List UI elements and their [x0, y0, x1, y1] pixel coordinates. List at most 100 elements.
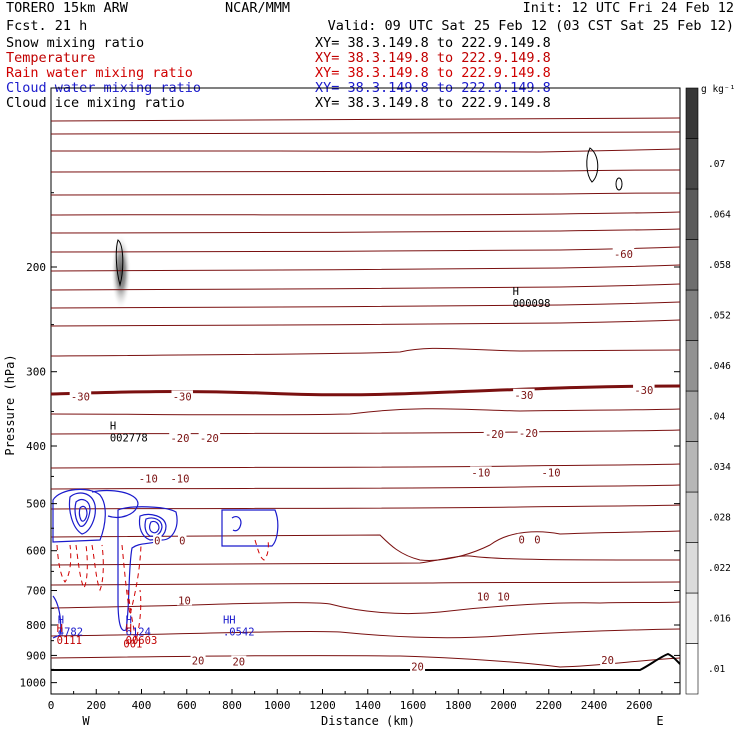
- temperature-label-bg: [612, 247, 635, 259]
- max-marker-h: H: [126, 623, 132, 635]
- maximum-markers: H000098H002778H4782H0111H6124H00603001HH…: [57, 286, 551, 650]
- temperature-label: 10: [178, 595, 191, 607]
- forecast-hour: Fcst. 21 h: [6, 18, 87, 34]
- legend-xy-rain: XY= 38.3.149.8 to 222.9.149.8: [315, 65, 551, 81]
- colorbar-segment: [685, 188, 699, 240]
- colorbar-segment: [685, 441, 699, 493]
- temperature-label-bg: [69, 390, 92, 402]
- temperature-label-bg: [517, 426, 540, 438]
- max-marker-value: 4782: [58, 626, 83, 638]
- colorbar-unit: g kg⁻¹: [701, 84, 735, 95]
- colorbar-level-label: .064: [708, 209, 731, 220]
- temperature-label: -10: [170, 474, 189, 486]
- temperature-label-bg: [231, 655, 247, 667]
- x-tick-label: 400: [132, 699, 152, 712]
- x-tick-label: 600: [177, 699, 197, 712]
- temperature-label: 0: [179, 536, 185, 548]
- x-tick-label: 1400: [355, 699, 382, 712]
- temperature-label: -30: [71, 391, 90, 403]
- temperature-label: 0: [518, 535, 524, 547]
- temperature-label-bg: [137, 472, 160, 484]
- x-tick-label: 1800: [445, 699, 472, 712]
- y-tick-label: 600: [26, 545, 46, 558]
- temperature-label-bg: [475, 590, 491, 602]
- legend-xy-cloud-ice: XY= 38.3.149.8 to 222.9.149.8: [315, 95, 551, 111]
- x-tick-label: 1000: [264, 699, 291, 712]
- colorbar-level-label: .028: [708, 512, 731, 523]
- zero-isotherm: [51, 384, 680, 397]
- x-end-label-left: W: [82, 714, 90, 728]
- x-tick-label: 1200: [309, 699, 336, 712]
- temperature-label-bg: [513, 388, 535, 400]
- colorbar-segment: [685, 138, 699, 190]
- x-tick-label: 800: [222, 699, 242, 712]
- temperature-label-bg: [177, 534, 187, 546]
- temperature-label-bg: [533, 533, 542, 545]
- y-tick-label: 500: [26, 498, 46, 511]
- legend-label-snow: Snow mixing ratio: [6, 35, 144, 51]
- colorbar: .01 .016 .022 .028 .034 .04 .046 .052 .058 .064 .0…: [685, 84, 735, 695]
- temperature-label-bg: [190, 654, 206, 666]
- x-end-label-right: E: [656, 714, 663, 728]
- temperature-label-bg: [470, 466, 492, 478]
- rain-water-contours: [56, 539, 269, 641]
- max-marker-h: H: [126, 614, 132, 626]
- temperature-label: 20: [411, 662, 424, 674]
- max-marker-h: H: [110, 420, 116, 432]
- max-marker-h: H: [58, 614, 64, 626]
- max-marker-value: 0111: [57, 635, 82, 647]
- colorbar-segment: [685, 542, 699, 594]
- model-title: TORERO 15km ARW: [6, 0, 129, 16]
- temperature-label: -30: [634, 385, 653, 397]
- temperature-isotherms: [51, 117, 680, 668]
- temperature-label: 20: [232, 657, 245, 669]
- y-tick-label: 400: [26, 440, 46, 453]
- temperature-label: -20: [170, 433, 189, 445]
- y-tick-label: 900: [26, 649, 46, 662]
- temperature-label: -60: [614, 249, 633, 261]
- colorbar-level-label: .034: [708, 462, 731, 473]
- temperature-label: -30: [514, 390, 533, 402]
- max-marker-h: H: [57, 623, 63, 635]
- x-axis-label: Distance (km): [321, 714, 415, 728]
- temperature-label: -10: [471, 467, 490, 479]
- colorbar-segment: [685, 643, 699, 695]
- cloud-ice-contours: [115, 147, 623, 287]
- max-marker-value: 002778: [110, 432, 148, 444]
- y-tick-label: 1000: [20, 677, 47, 690]
- max-marker-h: HH: [223, 614, 236, 626]
- temperature-label: -10: [139, 474, 158, 486]
- org-title: NCAR/MMM: [225, 0, 290, 16]
- temperature-label-bg: [600, 653, 616, 665]
- temperature-label: 0: [534, 535, 540, 547]
- x-tick-label: 0: [48, 699, 55, 712]
- y-tick-label: 700: [26, 585, 46, 598]
- temperature-label-bg: [496, 590, 512, 602]
- colorbar-level-label: .01: [708, 664, 725, 675]
- temperature-label-bg: [540, 466, 562, 478]
- colorbar-segment: [685, 592, 699, 644]
- colorbar-level-label: .022: [708, 563, 731, 574]
- colorbar-segment: [685, 390, 699, 442]
- temperature-label: -20: [485, 429, 504, 441]
- plot-area: [51, 117, 680, 671]
- x-tick-label: 2400: [581, 699, 608, 712]
- legend-xy-snow: XY= 38.3.149.8 to 222.9.149.8: [315, 35, 551, 51]
- temperature-label-bg: [517, 533, 526, 545]
- legend-label-cloud-ice: Cloud ice mixing ratio: [6, 95, 185, 111]
- temperature-label-bg: [483, 428, 506, 440]
- temperature-label: 20: [192, 656, 205, 668]
- y-axis-label: Pressure (hPa): [3, 354, 17, 455]
- max-marker-value: 6124: [126, 626, 151, 638]
- temperature-label-bg: [410, 660, 426, 672]
- temperature-label: -20: [519, 428, 538, 440]
- field-legend: Snow mixing ratio XY= 38.3.149.8 to 222.…: [6, 35, 551, 111]
- temperature-label: 10: [477, 591, 490, 603]
- temperature-label-bg: [153, 534, 162, 546]
- x-axis: 0 200 400 600 800 1000 1200 1400 1600 1800 2000 220…: [48, 689, 663, 712]
- terrain-line: [51, 652, 680, 671]
- colorbar-level-label: .04: [708, 411, 725, 422]
- x-tick-label: 2600: [626, 699, 653, 712]
